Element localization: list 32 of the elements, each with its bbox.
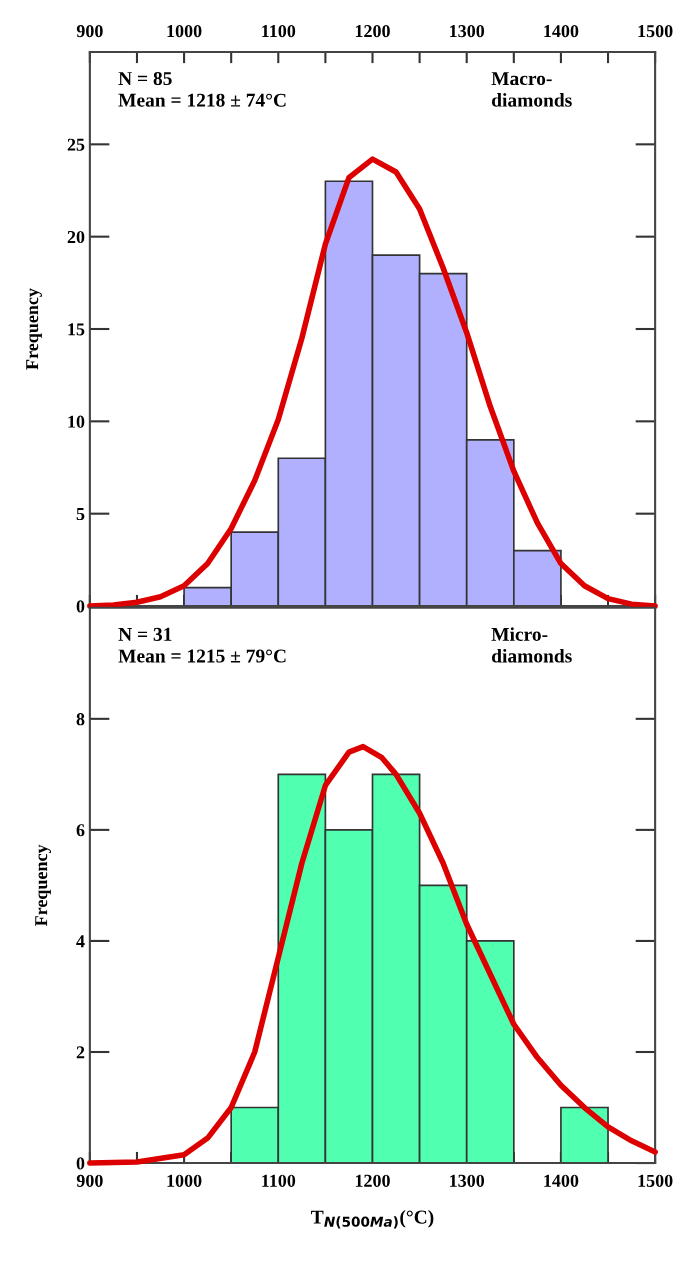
x-tick-label: 1200 — [355, 25, 390, 38]
annotation: N = 31 Mean = 1215 ± 79°C — [118, 627, 286, 663]
y-tick-label: 6 — [76, 824, 85, 837]
x-tick-label: 1500 — [638, 1174, 673, 1187]
x-tick-label: 1000 — [167, 1174, 202, 1187]
annotation: N = 85 Mean = 1218 ± 74°C — [118, 71, 286, 107]
y-tick-label: 8 — [76, 713, 85, 726]
x-tick-label: 1400 — [544, 25, 579, 38]
x-tick-label: 1300 — [450, 1174, 485, 1187]
annotation: Macro- diamonds — [491, 72, 572, 107]
y-axis-title: Frequency — [26, 288, 42, 370]
x-tick-label: 900 — [76, 1174, 103, 1187]
x-tick-label: 1000 — [167, 25, 202, 38]
y-tick-label: 4 — [76, 935, 85, 948]
y-tick-label: 25 — [67, 138, 85, 151]
y-tick-label: 15 — [68, 323, 85, 336]
x-tick-label: 900 — [76, 25, 103, 38]
x-tick-label: 1100 — [262, 25, 296, 38]
x-axis-title: T$_{N(500Ma)}$(°C) — [311, 1209, 434, 1229]
x-tick-label: 1100 — [262, 1174, 296, 1187]
y-tick-label: 2 — [76, 1046, 85, 1059]
y-tick-label: 0 — [76, 600, 85, 613]
y-tick-label: 5 — [76, 508, 85, 521]
y-tick-label: 0 — [76, 1157, 85, 1170]
x-tick-label: 1200 — [355, 1174, 390, 1187]
annotation: Micro- diamonds — [491, 627, 572, 663]
y-tick-label: 20 — [67, 230, 85, 244]
x-tick-label: 1500 — [638, 25, 673, 38]
x-tick-label: 1400 — [544, 1174, 579, 1187]
x-tick-label: 1300 — [450, 25, 485, 38]
y-tick-label: 10 — [68, 415, 85, 428]
y-axis-title: Frequency — [35, 844, 51, 927]
